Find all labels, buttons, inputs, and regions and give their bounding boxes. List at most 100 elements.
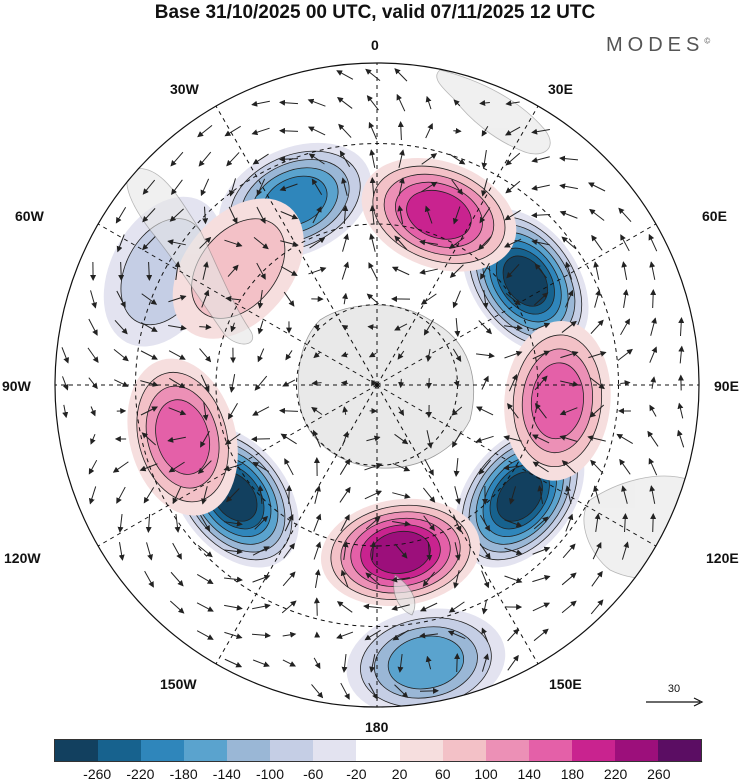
wind-vector bbox=[537, 485, 544, 504]
wind-vector bbox=[453, 457, 460, 477]
wind-vector bbox=[365, 68, 381, 82]
wind-vector bbox=[394, 684, 409, 698]
wind-vector bbox=[478, 320, 492, 335]
wind-vector bbox=[593, 261, 600, 280]
wind-vector bbox=[481, 627, 489, 642]
wind-vector bbox=[251, 127, 270, 136]
wind-vector bbox=[279, 156, 299, 163]
wind-vector bbox=[421, 153, 438, 165]
wind-vector bbox=[279, 127, 299, 134]
positive-anomaly-contour bbox=[370, 530, 431, 574]
wind-vector bbox=[257, 348, 265, 363]
wind-vector bbox=[229, 374, 236, 393]
wind-vector bbox=[142, 236, 156, 251]
wind-vector bbox=[677, 402, 684, 419]
colorbar-tick-label: 140 bbox=[517, 766, 541, 782]
wind-vector bbox=[452, 206, 461, 225]
page-title: Base 31/10/2025 00 UTC, valid 07/11/2025… bbox=[154, 2, 596, 23]
wind-vector bbox=[481, 375, 489, 390]
colorbar-swatch bbox=[528, 740, 572, 761]
wind-vector bbox=[503, 435, 522, 442]
wind-vector bbox=[309, 237, 326, 249]
wind-vector bbox=[174, 261, 181, 280]
colorbar-swatch bbox=[485, 740, 529, 761]
wind-vector bbox=[561, 460, 576, 474]
wind-vector bbox=[505, 292, 521, 306]
wind-vector bbox=[394, 323, 408, 331]
wind-vector bbox=[476, 406, 494, 416]
wind-vector bbox=[481, 178, 488, 197]
wind-vector bbox=[365, 516, 381, 530]
wind-vector bbox=[394, 235, 408, 251]
wind-vector bbox=[650, 317, 657, 336]
wind-vector bbox=[252, 406, 270, 416]
wind-vector bbox=[392, 629, 409, 641]
wind-vector bbox=[197, 460, 212, 475]
colorbar-swatch bbox=[356, 740, 400, 761]
wind-vector bbox=[313, 323, 320, 332]
wind-vector bbox=[146, 261, 153, 281]
wind-vector bbox=[559, 434, 578, 443]
wind-vector bbox=[252, 461, 270, 472]
wind-vector bbox=[590, 599, 604, 615]
wind-vector bbox=[649, 346, 658, 363]
wind-vector bbox=[227, 264, 239, 277]
wind-vector bbox=[196, 630, 214, 640]
wind-vector bbox=[146, 542, 153, 561]
colorbar-tick-label: 220 bbox=[603, 766, 628, 782]
wind-vector bbox=[476, 352, 495, 359]
lon-label-150w: 150W bbox=[160, 676, 197, 692]
wind-vector bbox=[678, 317, 685, 337]
wind-vector bbox=[594, 513, 601, 532]
wind-vector bbox=[314, 485, 321, 504]
colorbar-tick-label: 100 bbox=[474, 766, 498, 782]
wind-vector bbox=[453, 570, 460, 589]
wind-vector bbox=[509, 486, 516, 505]
wind-vector bbox=[587, 435, 606, 442]
wind-vector bbox=[168, 407, 187, 416]
wind-vector bbox=[117, 514, 124, 533]
wind-vector bbox=[452, 290, 461, 309]
wind-vector bbox=[254, 375, 268, 391]
wind-vector bbox=[340, 351, 349, 358]
wind-vector bbox=[225, 295, 240, 302]
wind-vector bbox=[281, 600, 297, 614]
wind-vector bbox=[308, 153, 325, 165]
lon-label-30w: 30W bbox=[170, 81, 199, 97]
wind-vector bbox=[366, 293, 379, 305]
wind-vector bbox=[116, 234, 125, 253]
wind-vector bbox=[200, 178, 210, 197]
wind-vectors bbox=[61, 68, 685, 700]
wind-vector bbox=[199, 324, 212, 331]
wind-vector bbox=[116, 486, 126, 504]
wind-vector bbox=[224, 520, 243, 527]
wind-vector bbox=[140, 350, 158, 360]
wind-vector bbox=[313, 541, 322, 560]
wind-vector bbox=[227, 402, 238, 420]
wind-vector bbox=[424, 458, 434, 476]
wind-vector bbox=[199, 236, 212, 249]
wind-vector bbox=[279, 407, 299, 414]
wind-vector bbox=[371, 379, 377, 387]
wind-vector bbox=[588, 350, 607, 359]
wind-vector bbox=[503, 464, 522, 471]
wind-vector bbox=[589, 377, 605, 390]
wind-vector bbox=[534, 403, 547, 419]
wind-vector bbox=[561, 236, 577, 250]
wind-vector bbox=[202, 206, 209, 225]
wind-vector bbox=[397, 205, 404, 224]
wind-vector bbox=[228, 206, 238, 225]
wind-vector bbox=[196, 574, 214, 585]
wind-vector bbox=[565, 289, 574, 308]
wind-vector bbox=[201, 289, 210, 308]
wind-vector bbox=[174, 514, 181, 533]
wind-vector bbox=[342, 406, 349, 415]
colorbar bbox=[54, 739, 702, 762]
south-america-landmass bbox=[126, 168, 253, 345]
wind-vector bbox=[224, 604, 243, 611]
wind-vector bbox=[676, 429, 685, 448]
colorbar-tick-label: -100 bbox=[255, 766, 285, 782]
wind-vector bbox=[341, 654, 348, 673]
wind-vector bbox=[398, 149, 405, 168]
wind-vector bbox=[453, 99, 461, 107]
